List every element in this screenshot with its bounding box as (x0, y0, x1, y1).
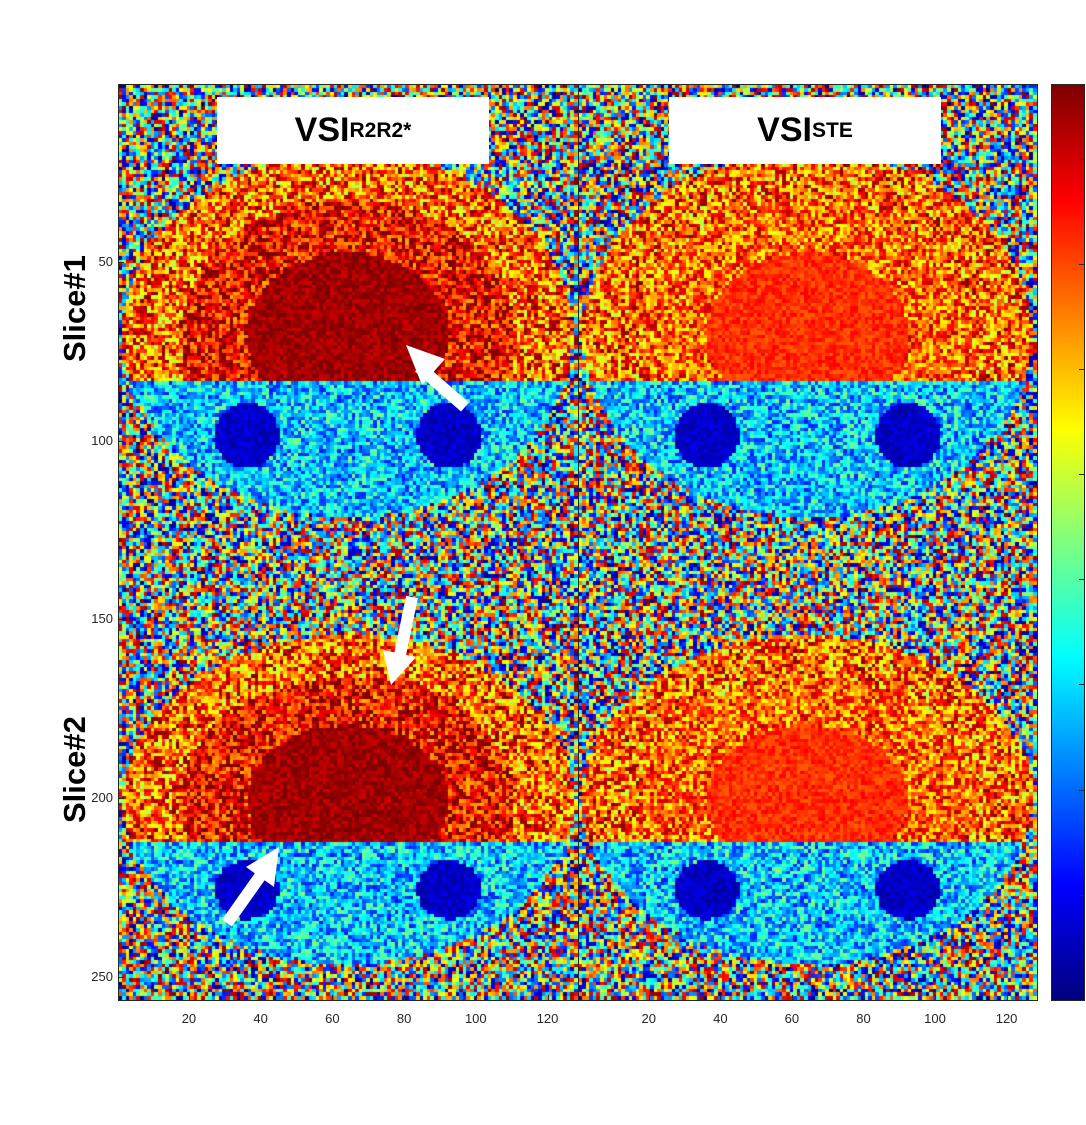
colorbar-tick-mark (1079, 894, 1084, 896)
row-label-slice-2: Slice#2 (57, 716, 92, 823)
y-tick-label: 150 (91, 611, 113, 627)
panel-title-left-sub: R2R2* (349, 118, 412, 142)
vsi-ste-map-panel: VSI STE (579, 85, 1037, 1000)
x-tick-label: 100 (464, 1011, 487, 1026)
x-tick-label: 80 (396, 1011, 412, 1026)
x-tick-mark (720, 995, 722, 1000)
panel-title-left-main: VSI (294, 111, 350, 149)
y-tick-label: 250 (91, 968, 113, 984)
x-tick-label: 40 (713, 1011, 728, 1026)
x-tick-label: 20 (181, 1011, 197, 1026)
x-tick-mark (1006, 995, 1008, 1000)
x-tick-label: 100 (924, 1011, 946, 1026)
x-tick-mark (547, 995, 549, 1000)
x-tick-label: 60 (325, 1011, 340, 1026)
x-tick-mark (332, 995, 334, 1000)
vsi-ste-parametric-map (579, 85, 1037, 1000)
x-tick-mark (260, 995, 262, 1000)
x-tick-mark (648, 995, 650, 1000)
arrow-icon (222, 847, 279, 927)
colorbar-tick-mark (1079, 684, 1084, 686)
x-tick-mark (475, 995, 477, 1000)
panel-divider (578, 85, 579, 1000)
y-tick-mark (119, 261, 124, 263)
x-tick-mark (935, 995, 937, 1000)
y-tick-label: 200 (91, 790, 113, 806)
y-tick-mark (119, 976, 124, 978)
y-tick-mark (119, 440, 124, 442)
panel-title-left: VSI R2R2* (217, 97, 489, 164)
vsi-r2r2-map-panel: VSI R2R2* (119, 85, 578, 1000)
colorbar-tick-mark (1079, 579, 1084, 581)
x-tick-mark (863, 995, 865, 1000)
x-tick-mark (188, 995, 190, 1000)
colorbar-tick-mark (1079, 474, 1084, 476)
colorbar-tick-mark (1079, 789, 1084, 791)
colorbar-tick-mark (1079, 158, 1084, 160)
arrow-icon (383, 595, 418, 685)
colorbar (1052, 85, 1084, 1000)
colorbar-tick-mark (1079, 368, 1084, 370)
y-tick-mark (119, 619, 124, 621)
x-tick-label: 120 (995, 1011, 1018, 1026)
x-tick-label: 20 (641, 1011, 656, 1026)
y-tick-label: 50 (98, 253, 113, 269)
arrow-overlays-left (222, 345, 469, 927)
panel-title-right-main: VSI (757, 111, 812, 149)
x-tick-mark (404, 995, 406, 1000)
arrow-icon (406, 345, 469, 412)
x-tick-label: 80 (856, 1011, 871, 1026)
x-tick-label: 60 (784, 1011, 800, 1026)
panel-title-right-sub: STE (811, 118, 853, 142)
y-tick-label: 100 (91, 432, 113, 448)
colorbar-tick-mark (1079, 263, 1084, 265)
x-tick-label: 120 (536, 1011, 559, 1026)
x-tick-mark (791, 995, 793, 1000)
panel-title-right: VSI STE (669, 97, 941, 164)
vsi-r2r2-parametric-map (119, 85, 578, 1000)
x-tick-label: 40 (253, 1011, 268, 1026)
y-tick-mark (119, 798, 124, 800)
